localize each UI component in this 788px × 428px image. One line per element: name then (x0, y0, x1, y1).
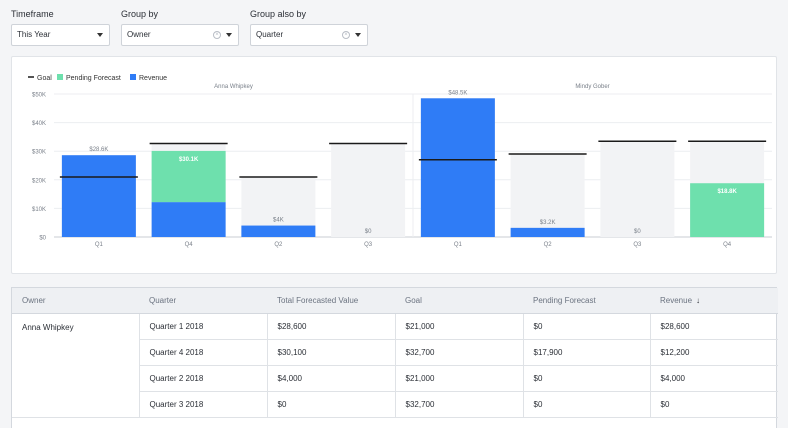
owner-cell: Anna Whipkey (12, 313, 139, 418)
timeframe-select[interactable]: This Year (11, 24, 110, 46)
legend-revenue-swatch (130, 74, 136, 80)
filter-bar: Timeframe This Year Group by Owner × Gro… (0, 0, 788, 52)
goal-cell: $21,000 (394, 365, 523, 392)
y-tick-label: $40K (32, 121, 46, 127)
goal-cell: $32,700 (394, 391, 523, 418)
bar-revenue (510, 227, 585, 237)
legend-pending-label: Pending Forecast (66, 75, 121, 82)
bar-revenue (61, 155, 136, 237)
x-tick-label: Q4 (185, 242, 194, 248)
total-cell: $30,100 (266, 339, 395, 366)
total-cell: $4,000 (266, 365, 395, 392)
pending-cell: $0 (522, 365, 650, 392)
bar-value-label: $0 (365, 229, 372, 235)
forecast-chart-card: Goal Pending Forecast Revenue $0 $10K $20K $30… (11, 56, 777, 274)
group-also-by-value: Quarter (256, 30, 284, 39)
column-header-pending[interactable]: Pending Forecast (523, 288, 650, 314)
y-tick-label: $20K (32, 178, 46, 184)
goal-cell: $21,000 (394, 313, 523, 340)
bar-background (331, 143, 406, 237)
group-by-filter: Group by Owner × (121, 9, 239, 46)
y-tick-label: $50K (32, 93, 46, 99)
legend-revenue-label: Revenue (139, 75, 167, 82)
bar-value-label: $0 (634, 229, 641, 235)
group-by-label: Group by (121, 9, 159, 19)
bar-pending (690, 183, 765, 237)
chevron-down-icon (355, 33, 361, 37)
quarter-cell: Quarter 4 2018 (138, 339, 267, 366)
column-header-owner[interactable]: Owner (12, 288, 139, 314)
legend-goal-label: Goal (37, 75, 52, 82)
x-tick-label: Q3 (364, 242, 373, 248)
column-header-total-forecasted[interactable]: Total Forecasted Value (267, 288, 395, 314)
group-also-by-select[interactable]: Quarter × (250, 24, 368, 46)
table-header-row: Owner Quarter Total Forecasted Value Goa… (12, 288, 778, 314)
bar-value-label: $18.8K (717, 189, 737, 195)
legend-pending-swatch (57, 74, 63, 80)
quarter-cell: Quarter 3 2018 (138, 391, 267, 418)
x-tick-label: Q4 (723, 242, 732, 248)
bar-revenue (151, 202, 226, 237)
x-tick-label: Q2 (274, 242, 283, 248)
group-also-by-label: Group also by (250, 9, 307, 19)
bar-pending (151, 150, 226, 203)
forecast-chart: Goal Pending Forecast Revenue $0 $10K $20K $30… (28, 74, 772, 248)
column-header-goal[interactable]: Goal (395, 288, 523, 314)
timeframe-value: This Year (17, 30, 51, 39)
group-label: Anna Whipkey (214, 84, 253, 90)
bar-revenue (420, 98, 495, 237)
bar-background (510, 154, 585, 237)
quarter-cell: Quarter 2 2018 (138, 365, 267, 392)
revenue-cell: $4,000 (649, 365, 778, 392)
bar-value-label: $30.1K (179, 157, 199, 163)
group-by-value: Owner (127, 30, 151, 39)
forecast-table-card: Owner Quarter Total Forecasted Value Goa… (11, 287, 778, 428)
bar-value-label: $28.6K (89, 147, 108, 153)
quarter-cell: Quarter 1 2018 (138, 313, 267, 340)
sort-down-icon: ↓ (696, 295, 701, 305)
table-row: Quarter 2 2018 $4,000 $21,000 $0 $4,000 (12, 365, 778, 392)
pending-cell: $17,900 (522, 339, 650, 366)
x-tick-label: Q2 (544, 242, 553, 248)
column-header-revenue-label: Revenue (660, 295, 693, 305)
pending-cell: $0 (522, 391, 650, 418)
chevron-down-icon (97, 33, 103, 37)
timeframe-filter: Timeframe This Year (11, 9, 110, 46)
revenue-cell: $0 (649, 391, 778, 418)
column-header-revenue[interactable]: Revenue ↓ (650, 288, 778, 314)
y-tick-label: $0 (39, 236, 46, 242)
x-tick-label: Q1 (95, 242, 104, 248)
revenue-cell: $12,200 (649, 339, 778, 366)
total-cell: $28,600 (266, 313, 395, 340)
x-tick-label: Q1 (454, 242, 463, 248)
group-also-by-filter: Group also by Quarter × (250, 9, 368, 46)
total-cell: $0 (266, 391, 395, 418)
forecast-table: Owner Quarter Total Forecasted Value Goa… (12, 288, 778, 418)
y-tick-label: $30K (32, 150, 46, 156)
clear-icon[interactable]: × (342, 31, 350, 39)
bar-value-label: $3.2K (540, 220, 556, 226)
y-tick-label: $10K (32, 207, 46, 213)
goal-cell: $32,700 (394, 339, 523, 366)
group-label: Mindy Gober (575, 84, 609, 90)
bar-value-label: $48.5K (448, 90, 467, 96)
x-tick-label: Q3 (633, 242, 642, 248)
table-row: Anna Whipkey Quarter 1 2018 $28,600 $21,… (12, 313, 778, 418)
pending-cell: $0 (522, 313, 650, 340)
bar-background (600, 141, 675, 237)
chevron-down-icon (226, 33, 232, 37)
table-row: Quarter 4 2018 $30,100 $32,700 $17,900 $… (12, 339, 778, 366)
revenue-cell: $28,600 (649, 313, 778, 340)
bar-revenue (241, 225, 316, 237)
timeframe-label: Timeframe (11, 9, 54, 19)
bar-value-label: $4K (273, 218, 284, 224)
group-by-select[interactable]: Owner × (121, 24, 239, 46)
table-row: Quarter 3 2018 $0 $32,700 $0 $0 (12, 391, 778, 418)
column-header-quarter[interactable]: Quarter (139, 288, 267, 314)
clear-icon[interactable]: × (213, 31, 221, 39)
